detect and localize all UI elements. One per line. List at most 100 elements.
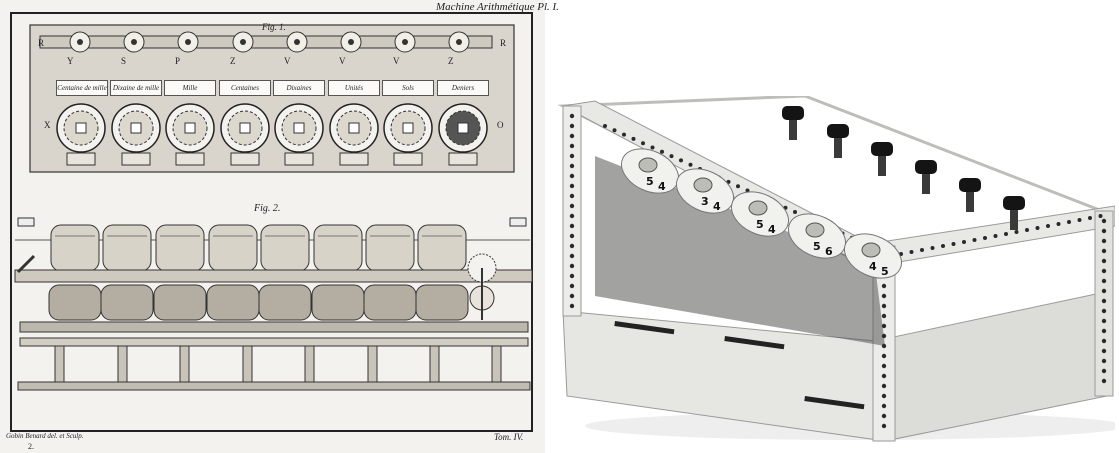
hole bbox=[1101, 328, 1107, 334]
hole bbox=[1077, 218, 1082, 222]
hole bbox=[881, 423, 887, 429]
hole bbox=[909, 250, 914, 254]
wheel-stop bbox=[448, 152, 478, 166]
dial-letter: V bbox=[284, 56, 291, 66]
table-legs bbox=[54, 345, 502, 383]
drum-digit: 3 bbox=[701, 195, 709, 208]
hole bbox=[1101, 258, 1107, 264]
hole bbox=[881, 323, 887, 329]
wheel-stop bbox=[284, 152, 314, 166]
unit-label: Dixaines bbox=[273, 80, 325, 96]
hole bbox=[569, 163, 575, 169]
hole bbox=[736, 184, 740, 189]
table-leg bbox=[179, 345, 190, 383]
fig2-drums bbox=[50, 224, 467, 272]
knob-shaft bbox=[966, 190, 974, 212]
table-leg bbox=[242, 345, 253, 383]
hole bbox=[1101, 298, 1107, 304]
hole bbox=[1014, 230, 1019, 234]
hole bbox=[631, 136, 636, 141]
hole bbox=[569, 133, 575, 139]
wheel-stop bbox=[393, 152, 423, 166]
wheel-window bbox=[130, 122, 142, 134]
top-dial-hub bbox=[131, 39, 137, 45]
hole bbox=[1101, 348, 1107, 354]
hole bbox=[569, 203, 575, 209]
upper-drum bbox=[50, 224, 100, 272]
top-dial-hub bbox=[185, 39, 191, 45]
dial-letter: V bbox=[393, 56, 400, 66]
hole bbox=[660, 149, 664, 154]
hole bbox=[941, 244, 945, 248]
top-dial-hub bbox=[294, 39, 300, 45]
knob bbox=[827, 124, 849, 138]
knob bbox=[871, 142, 893, 156]
upper-drum bbox=[208, 224, 258, 272]
drum-hub bbox=[693, 177, 713, 193]
wheel-window bbox=[75, 122, 87, 134]
wheel-window bbox=[239, 122, 251, 134]
drum-hub bbox=[638, 157, 658, 173]
knob-shaft bbox=[834, 136, 842, 158]
top-dials bbox=[69, 31, 470, 53]
knob-shaft bbox=[922, 172, 930, 194]
dial-letter: P bbox=[175, 56, 181, 66]
hole bbox=[1101, 308, 1107, 314]
hole bbox=[881, 353, 887, 359]
model-photo: 5 43 45 45 64 5 bbox=[557, 96, 1115, 442]
lower-gear bbox=[363, 284, 417, 321]
dial-letter: Z bbox=[448, 56, 454, 66]
letter-r-left: R bbox=[38, 38, 45, 48]
engraving-plate: Machine Arithmétique Pl. I. Fig. 1. Fig.… bbox=[0, 0, 559, 453]
tome-label: Tom. IV. bbox=[494, 432, 524, 442]
unit-label: Unités bbox=[328, 80, 380, 96]
knob-shaft bbox=[789, 118, 797, 140]
black-knobs bbox=[782, 106, 1025, 230]
table-leg bbox=[429, 345, 440, 383]
lower-gear bbox=[206, 284, 260, 321]
hole bbox=[881, 363, 887, 369]
fig2-lower-gears bbox=[48, 284, 469, 321]
lower-gear bbox=[311, 284, 365, 321]
hole bbox=[569, 183, 575, 189]
dial-letter: S bbox=[121, 56, 127, 66]
hole bbox=[993, 234, 998, 238]
plate-number: 2. bbox=[28, 442, 34, 451]
knob-shaft bbox=[878, 154, 886, 176]
unit-label: Sols bbox=[382, 80, 434, 96]
drum-digit: 4 bbox=[869, 260, 877, 273]
knob bbox=[915, 160, 937, 174]
figure-1-label: Fig. 1. bbox=[262, 22, 286, 32]
table-leg bbox=[491, 345, 502, 383]
table-leg bbox=[54, 345, 65, 383]
wheel-stop bbox=[66, 152, 96, 166]
drum-digit: 4 bbox=[658, 180, 666, 193]
top-dial-hub bbox=[240, 39, 246, 45]
table-leg bbox=[304, 345, 315, 383]
hole bbox=[1101, 248, 1107, 254]
hole bbox=[1046, 224, 1050, 228]
wheel-window bbox=[293, 122, 305, 134]
hole bbox=[983, 236, 987, 240]
hole bbox=[972, 238, 977, 242]
drum-digit: 5 bbox=[646, 175, 654, 188]
wheel-stop bbox=[121, 152, 151, 166]
hole bbox=[569, 243, 575, 249]
unit-label: Mille bbox=[164, 80, 216, 96]
hole bbox=[881, 293, 887, 299]
upper-drum bbox=[417, 224, 467, 272]
lower-gear bbox=[415, 284, 469, 321]
wheel-window bbox=[402, 122, 414, 134]
letter-x: X bbox=[44, 120, 51, 130]
hole bbox=[930, 246, 935, 250]
hole bbox=[881, 373, 887, 379]
dial-letter: V bbox=[339, 56, 346, 66]
drum-digit: 5 bbox=[756, 218, 764, 231]
fig1-wheels bbox=[56, 103, 488, 166]
hole bbox=[569, 263, 575, 269]
hole bbox=[881, 303, 887, 309]
top-dial-hub bbox=[77, 39, 83, 45]
hole bbox=[1101, 358, 1107, 364]
dial-letter: Y bbox=[67, 56, 74, 66]
upper-drum bbox=[102, 224, 152, 272]
